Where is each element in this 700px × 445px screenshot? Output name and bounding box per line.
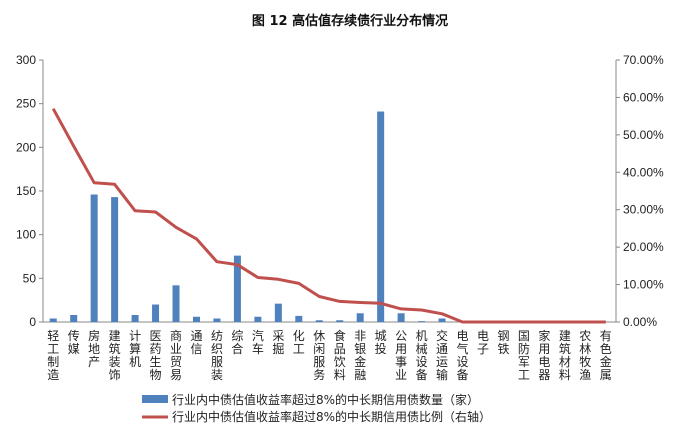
left-tick-label: 100	[16, 228, 36, 242]
line-path	[51, 107, 606, 324]
category-label: 纺织服装	[211, 329, 223, 382]
category-label: 电子	[477, 329, 489, 356]
bar	[49, 318, 57, 322]
left-tick-label: 0	[29, 315, 36, 329]
category-labels: 轻工制造传媒房地产建筑装饰计算机医药生物商业贸易通信纺织服装综合汽车采掘化工休闲…	[47, 328, 612, 382]
bar	[152, 304, 160, 322]
category-label: 国防军工	[518, 329, 530, 382]
category-label: 综合	[231, 329, 243, 356]
bar	[90, 194, 98, 322]
left-tick-label: 200	[16, 140, 36, 154]
right-tick-label: 40.00%	[623, 165, 664, 179]
bar	[131, 315, 139, 322]
left-tick-label: 50	[23, 271, 37, 285]
line-series	[51, 107, 606, 324]
category-label: 汽车	[252, 328, 264, 356]
right-tick-label: 20.00%	[623, 240, 664, 254]
category-label: 化工	[293, 329, 305, 356]
category-label: 传媒	[68, 328, 80, 356]
category-label: 医药生物	[150, 329, 162, 382]
bar	[397, 313, 405, 322]
category-label: 食品饮料	[334, 328, 346, 382]
category-label: 交通运输	[436, 328, 448, 382]
bar	[377, 111, 385, 322]
bar	[192, 316, 200, 322]
right-tick-label: 0.00%	[623, 315, 657, 329]
legend: 行业内中债估值收益率超过8%的中长期信用债数量（家） 行业内中债估值收益率超过8…	[142, 392, 491, 424]
bar	[315, 320, 323, 322]
bar	[213, 318, 221, 322]
category-label: 建筑材料	[559, 329, 571, 382]
category-label: 房地产	[88, 328, 100, 369]
bar	[295, 315, 303, 322]
bar	[336, 320, 344, 322]
bar	[111, 197, 119, 322]
right-tick-label: 30.00%	[623, 203, 664, 217]
right-tick-label: 50.00%	[623, 128, 664, 142]
category-label: 通信	[190, 329, 202, 356]
bar	[274, 303, 282, 322]
category-label: 钢铁	[497, 329, 509, 356]
category-label: 采掘	[272, 329, 284, 356]
left-tick-label: 300	[16, 53, 36, 67]
bar	[418, 321, 426, 322]
category-label: 城投	[375, 329, 387, 356]
bar-series	[49, 111, 467, 322]
chart-title: 图 12 高估值存续债行业分布情况	[251, 14, 449, 29]
category-label: 商业贸易	[170, 328, 182, 382]
category-label: 非银金融	[354, 329, 366, 382]
bar	[233, 255, 241, 322]
category-label: 建筑装饰	[109, 329, 121, 382]
legend-swatch-bar	[142, 395, 168, 403]
category-label: 有色金属	[600, 329, 612, 382]
legend-label-line: 行业内中债估值收益率超过8%的中长期信用债比例（右轴）	[172, 409, 491, 424]
left-tick-label: 250	[16, 97, 36, 111]
bar	[438, 318, 446, 322]
bar	[70, 315, 78, 322]
category-label: 计算机	[129, 329, 141, 369]
left-tick-label: 150	[16, 184, 36, 198]
right-tick-label: 10.00%	[623, 278, 664, 292]
category-label: 轻工制造	[47, 329, 59, 382]
category-label: 电气设备	[457, 329, 469, 382]
bar	[254, 316, 262, 322]
right-tick-label: 60.00%	[623, 90, 664, 104]
legend-label-bar: 行业内中债估值收益率超过8%的中长期信用债数量（家）	[172, 392, 479, 407]
right-tick-label: 70.00%	[623, 53, 664, 67]
bar	[356, 313, 364, 322]
category-label: 休闲服务	[313, 329, 325, 382]
category-label: 农林牧渔	[579, 329, 591, 382]
category-label: 家用电器	[538, 328, 550, 382]
category-label: 公用事业	[395, 329, 407, 382]
category-label: 机械设备	[416, 329, 428, 382]
bar	[172, 285, 180, 322]
